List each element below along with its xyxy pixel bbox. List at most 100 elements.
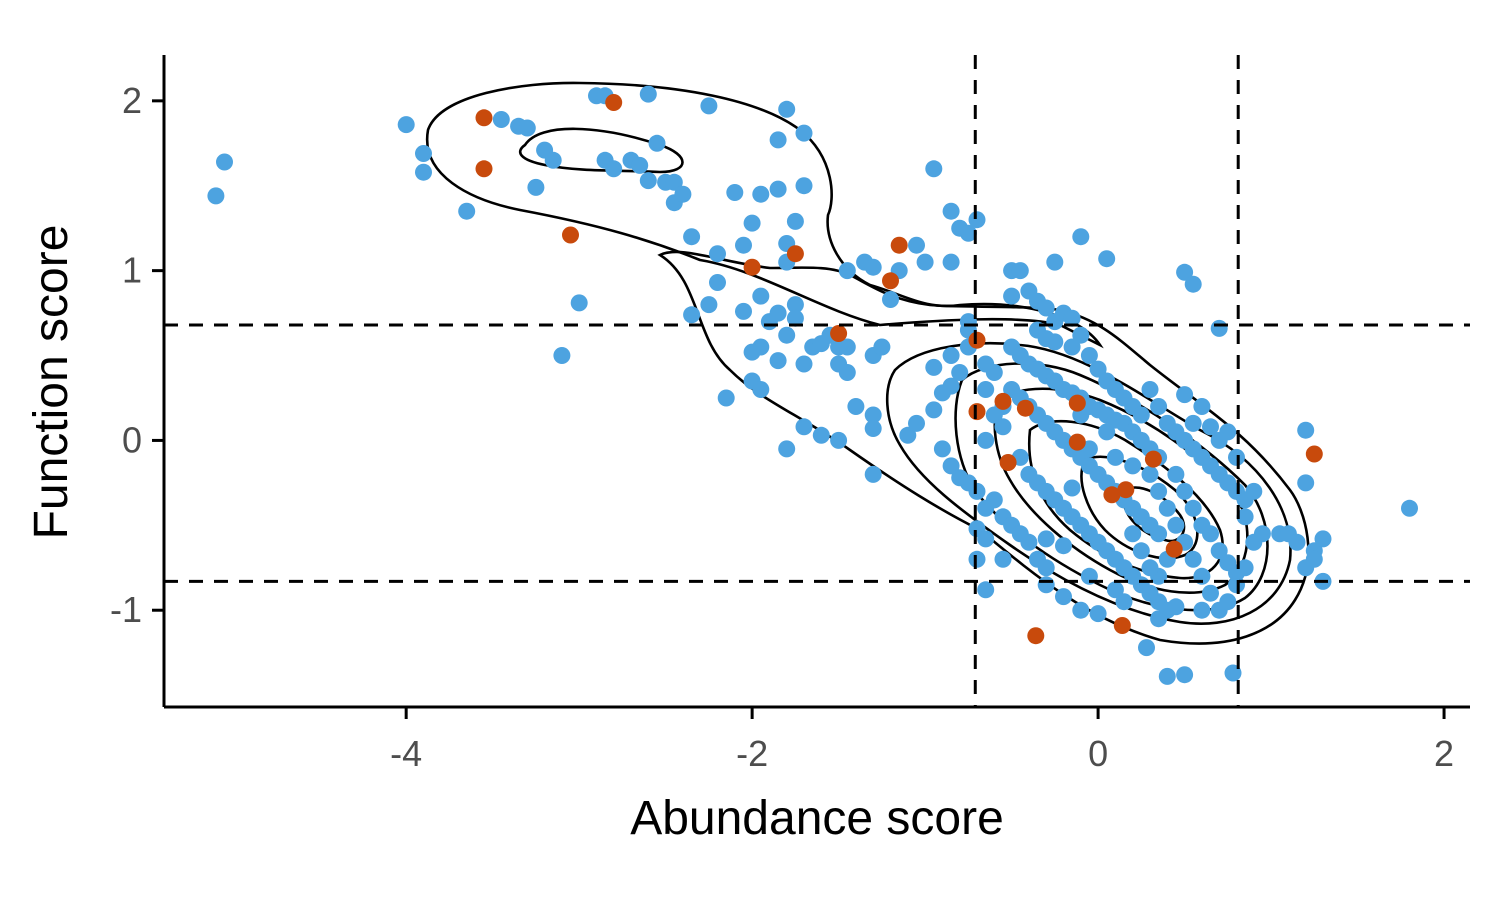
point-blue-248	[1141, 559, 1159, 577]
point-blue-258	[1297, 474, 1315, 492]
point-blue-0	[207, 187, 225, 205]
point-orange-14	[1068, 394, 1086, 412]
point-blue-268	[1089, 605, 1107, 623]
point-blue-74	[864, 420, 882, 437]
point-blue-249	[1132, 542, 1150, 560]
point-blue-242	[1202, 525, 1219, 543]
point-blue-139	[1080, 347, 1098, 364]
point-blue-122	[968, 550, 986, 568]
point-orange-13	[999, 454, 1017, 471]
point-orange-17	[1117, 481, 1135, 499]
point-blue-235	[1193, 398, 1211, 415]
point-blue-84	[942, 202, 960, 220]
point-blue-217	[1158, 499, 1176, 517]
point-blue-67	[873, 338, 891, 356]
point-blue-55	[795, 355, 813, 373]
point-blue-263	[1210, 319, 1228, 337]
point-blue-38	[769, 131, 787, 149]
point-blue-136	[1046, 333, 1064, 351]
point-orange-0	[475, 109, 493, 127]
point-blue-277	[1193, 601, 1211, 619]
point-orange-2	[605, 94, 623, 111]
point-blue-54	[769, 352, 787, 370]
point-blue-140	[1046, 253, 1064, 271]
point-blue-113	[977, 499, 995, 517]
point-blue-265	[1176, 666, 1194, 684]
point-blue-88	[942, 253, 960, 271]
point-blue-285	[1098, 423, 1116, 441]
point-blue-79	[882, 291, 899, 308]
point-blue-216	[1150, 482, 1168, 500]
density-contour-level-6	[1080, 455, 1199, 560]
point-blue-45	[735, 302, 752, 320]
point-blue-8	[518, 119, 536, 137]
point-blue-262	[1184, 275, 1202, 293]
point-blue-33	[735, 236, 752, 254]
point-blue-123	[977, 581, 995, 599]
point-blue-5	[458, 202, 476, 220]
density-contour-level-5	[1027, 420, 1224, 580]
point-blue-11	[527, 178, 545, 196]
point-orange-8	[882, 272, 899, 290]
point-blue-48	[769, 304, 787, 322]
point-blue-124	[994, 550, 1012, 568]
point-blue-26	[674, 185, 692, 203]
point-blue-222	[1202, 584, 1219, 602]
point-blue-111	[968, 482, 986, 500]
point-blue-204	[1150, 398, 1168, 415]
point-orange-6	[830, 325, 848, 342]
point-blue-231	[1228, 448, 1245, 466]
point-blue-197	[1089, 360, 1107, 378]
point-blue-259	[1297, 421, 1315, 439]
point-blue-238	[1167, 465, 1185, 483]
point-blue-68	[847, 398, 865, 415]
point-blue-42	[778, 100, 796, 118]
point-blue-283	[1106, 448, 1124, 466]
point-blue-236	[1202, 418, 1219, 436]
point-blue-31	[709, 245, 726, 263]
point-blue-35	[743, 214, 761, 232]
point-orange-3	[562, 226, 579, 244]
point-blue-36	[752, 185, 770, 203]
point-orange-21	[1027, 627, 1045, 645]
point-blue-127	[1003, 287, 1021, 305]
point-blue-71	[812, 426, 830, 444]
point-blue-44	[795, 177, 813, 195]
point-blue-12	[553, 347, 571, 364]
point-blue-51	[778, 326, 796, 344]
point-orange-1	[475, 160, 493, 178]
point-blue-269	[1072, 601, 1090, 619]
x-tick-label-1: -2	[736, 733, 768, 774]
point-blue-108	[942, 457, 960, 475]
point-blue-93	[942, 377, 960, 395]
point-blue-218	[1167, 516, 1185, 534]
point-blue-75	[864, 465, 882, 483]
x-tick-label-2: 0	[1088, 733, 1108, 774]
point-blue-69	[864, 406, 882, 424]
point-blue-117	[1020, 533, 1038, 551]
point-blue-21	[639, 85, 657, 103]
point-blue-274	[1115, 593, 1133, 611]
point-blue-78	[864, 258, 882, 276]
threshold-lines	[164, 55, 1470, 707]
point-blue-280	[1037, 530, 1055, 548]
point-blue-81	[908, 236, 925, 254]
point-blue-27	[683, 228, 701, 246]
point-orange-16	[1103, 486, 1121, 504]
point-blue-215	[1141, 465, 1159, 483]
point-blue-260	[1305, 550, 1323, 568]
point-blue-203	[1141, 381, 1159, 398]
x-axis-ticks: -4 -2 0 2	[390, 707, 1454, 774]
point-blue-224	[1219, 593, 1237, 611]
point-blue-229	[1236, 508, 1254, 526]
point-blue-73	[830, 431, 848, 449]
point-blue-233	[1176, 386, 1194, 404]
point-blue-230	[1245, 482, 1263, 500]
point-blue-243	[1210, 542, 1228, 560]
point-blue-96	[942, 347, 960, 364]
point-blue-43	[795, 124, 813, 142]
y-tick-label-3: 2	[122, 80, 142, 121]
x-tick-label-3: 2	[1434, 733, 1454, 774]
point-blue-178	[1150, 525, 1168, 543]
point-blue-130	[1037, 299, 1055, 317]
